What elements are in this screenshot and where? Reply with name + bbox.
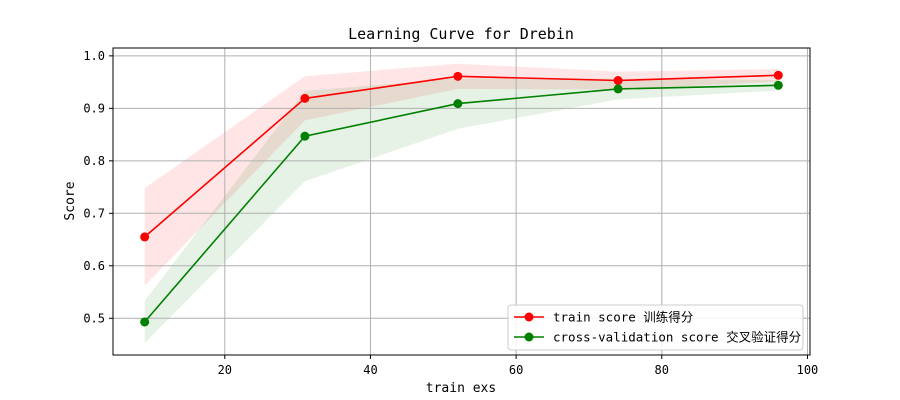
chart-title: Learning Curve for Drebin bbox=[348, 25, 574, 43]
series-markers bbox=[140, 70, 783, 327]
series-0-point-0 bbox=[140, 232, 150, 242]
legend-box bbox=[507, 304, 804, 351]
x-tick-label-4: 100 bbox=[797, 363, 819, 377]
series-1-point-1 bbox=[300, 131, 310, 141]
grid-lines bbox=[113, 48, 810, 355]
y-tick-label-2: 0.7 bbox=[83, 206, 105, 220]
x-tick-label-0: 20 bbox=[218, 363, 232, 377]
legend-marker-0 bbox=[524, 312, 534, 322]
y-axis-label: Score bbox=[63, 181, 78, 220]
series-0-point-3 bbox=[613, 76, 623, 86]
x-tick-label-2: 60 bbox=[509, 363, 523, 377]
y-tick-label-1: 0.6 bbox=[83, 259, 105, 273]
x-axis-label: train exs bbox=[426, 381, 496, 396]
x-tick-label-1: 40 bbox=[363, 363, 377, 377]
confidence-band-0 bbox=[144, 63, 779, 286]
series-0-point-4 bbox=[773, 70, 783, 80]
legend-label-0: train score 训练得分 bbox=[553, 310, 693, 325]
x-axis-ticks: 20 40 60 80 100 bbox=[218, 355, 819, 377]
y-tick-label-3: 0.8 bbox=[83, 154, 105, 168]
series-1-point-0 bbox=[140, 317, 150, 327]
confidence-band-1 bbox=[144, 78, 779, 343]
legend-label-1: cross-validation score 交叉验证得分 bbox=[553, 330, 801, 345]
confidence-bands bbox=[144, 63, 779, 343]
y-tick-label-5: 1.0 bbox=[83, 49, 105, 63]
legend: train score 训练得分 cross-validation score 交… bbox=[507, 304, 804, 351]
series-1-point-4 bbox=[773, 80, 783, 90]
series-0-point-1 bbox=[300, 93, 310, 103]
y-tick-label-0: 0.5 bbox=[83, 311, 105, 325]
y-tick-label-4: 0.9 bbox=[83, 101, 105, 115]
y-axis-ticks: 0.5 0.6 0.7 0.8 0.9 1.0 bbox=[83, 49, 113, 325]
series-0-point-2 bbox=[453, 71, 463, 81]
series-1-point-3 bbox=[613, 84, 623, 94]
series-1-point-2 bbox=[453, 99, 463, 109]
x-tick-label-3: 80 bbox=[655, 363, 669, 377]
plot-frame bbox=[112, 47, 811, 356]
legend-marker-1 bbox=[524, 332, 534, 342]
